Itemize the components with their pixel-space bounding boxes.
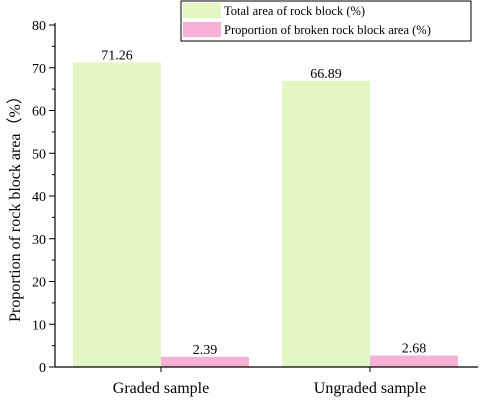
- bars-layer: 71.26 2.39 66.89 2.68: [73, 48, 458, 368]
- bar-total-area-graded: [73, 62, 161, 368]
- y-tick-label: 10: [32, 318, 46, 333]
- bar-broken-area-graded: [161, 356, 249, 367]
- data-label: 2.39: [193, 343, 218, 358]
- bar-total-area-ungraded: [282, 81, 370, 367]
- bar-broken-area-ungraded: [370, 355, 458, 367]
- y-tick-label: 20: [32, 276, 46, 291]
- data-label: 66.89: [310, 67, 342, 82]
- legend-label: Proportion of broken rock block area (%): [224, 23, 431, 37]
- legend-box: [180, 0, 472, 42]
- legend-swatch: [183, 3, 221, 18]
- x-category-label: Graded sample: [113, 380, 209, 397]
- y-tick-label: 70: [32, 62, 46, 77]
- y-tick-label: 0: [39, 361, 46, 376]
- legend-swatch: [183, 22, 221, 37]
- y-tick-label: 30: [32, 233, 46, 248]
- legend-label: Total area of rock block (%): [224, 4, 365, 18]
- data-label: 71.26: [101, 48, 133, 63]
- data-label: 2.68: [402, 342, 427, 357]
- x-category-label: Ungraded sample: [314, 380, 426, 397]
- axes-layer: Graded sample Ungraded sample 0 10 20 30 40 50 6…: [32, 19, 478, 397]
- y-tick-label: 60: [32, 105, 46, 120]
- y-tick-label: 40: [32, 190, 46, 205]
- y-tick-label: 80: [32, 19, 46, 34]
- y-axis-title: Proportion of rock block area（%）: [6, 88, 24, 322]
- legend: Total area of rock block (%) Proportion o…: [180, 0, 472, 42]
- y-tick-label: 50: [32, 147, 46, 162]
